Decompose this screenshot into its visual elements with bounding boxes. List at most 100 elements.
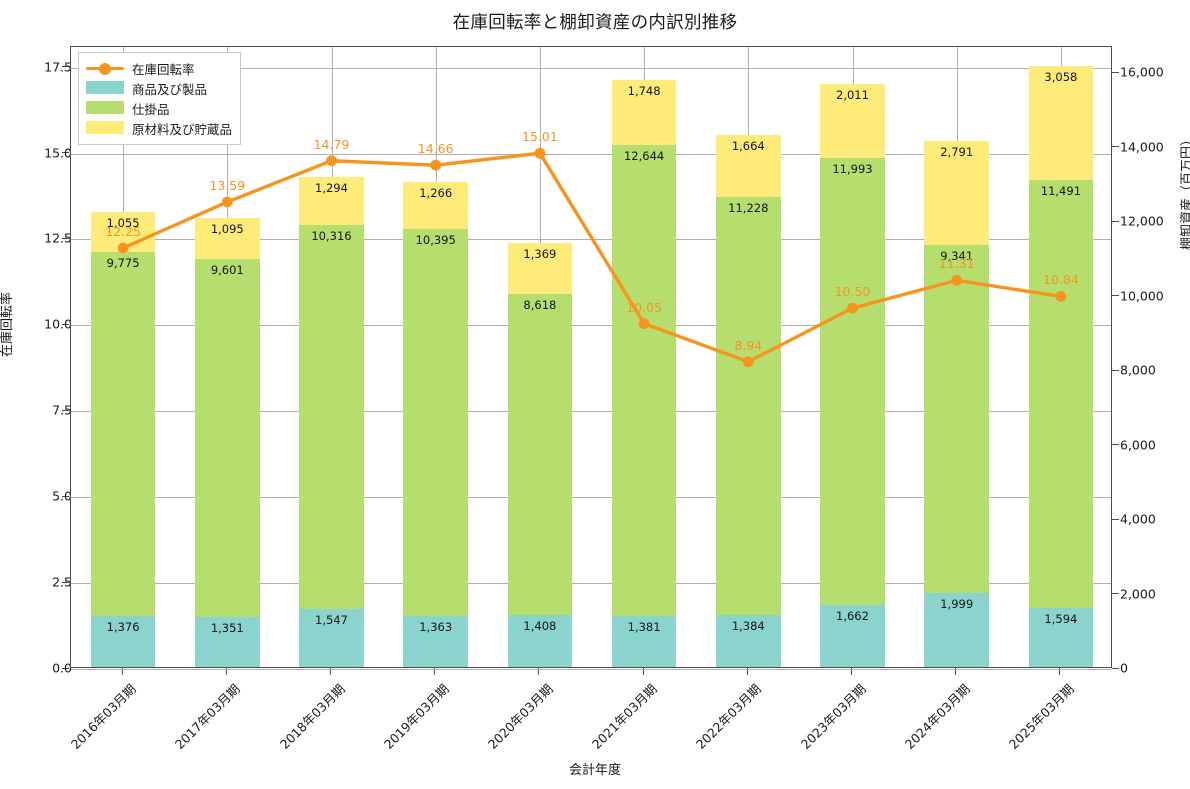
bar-stack[interactable]: 1,547 10,316 1,294	[299, 45, 364, 667]
bar-segment-merchandise-value-label: 1,547	[315, 613, 348, 628]
turnover-data-point[interactable]	[638, 318, 650, 330]
turnover-data-point[interactable]	[534, 147, 546, 159]
x-axis-tick-label: 2016年03月期	[67, 681, 139, 752]
bar-segment-merchandise[interactable]	[715, 615, 781, 667]
turnover-value-label: 13.59	[209, 177, 246, 193]
y-axis-left-tick	[62, 581, 69, 583]
x-axis-tick	[121, 668, 123, 675]
bar-segment-raw-materials[interactable]	[924, 140, 989, 245]
turnover-data-point[interactable]	[430, 159, 442, 171]
bar-segment-merchandise[interactable]	[90, 615, 156, 667]
y-axis-right-tick	[1112, 593, 1119, 595]
x-axis-tick	[955, 668, 957, 675]
bar-segment-raw-materials[interactable]	[194, 218, 260, 260]
bar-stack[interactable]: 1,408 8,618 1,369	[507, 45, 573, 667]
bar-segment-raw-materials[interactable]	[299, 176, 364, 226]
bar-segment-merchandise[interactable]	[924, 592, 989, 667]
y-axis-left-tick-label: 0.0	[52, 660, 72, 676]
bar-segment-raw-materials[interactable]	[403, 181, 468, 230]
turnover-data-point[interactable]	[221, 196, 233, 208]
bar-segment-work-in-process[interactable]	[403, 229, 468, 617]
bar-segment-work-in-process-value-label: 9,775	[106, 255, 140, 270]
y-axis-right-tick-label: 6,000	[1120, 437, 1156, 453]
y-axis-right-tick	[1112, 220, 1119, 222]
bar-segment-raw-materials-value-label: 3,058	[1044, 69, 1078, 84]
turnover-value-label: 14.66	[417, 141, 454, 157]
legend-item-label: 在庫回転率	[132, 61, 195, 77]
x-axis-label: 会計年度	[568, 763, 621, 778]
bar-segment-raw-materials[interactable]	[1028, 65, 1094, 180]
bar-segment-raw-materials[interactable]	[611, 79, 677, 145]
legend-color-swatch	[86, 81, 124, 94]
y-axis-left-tick-label: 17.5	[44, 59, 72, 75]
y-axis-right-tick	[1112, 295, 1119, 297]
legend-item[interactable]: 仕掛品	[86, 98, 232, 118]
legend-item[interactable]: 原材料及び貯蔵品	[86, 118, 232, 138]
legend-line-icon	[86, 61, 124, 75]
turnover-value-label: 15.01	[521, 129, 558, 145]
bar-segment-work-in-process[interactable]	[194, 259, 260, 617]
turnover-data-point[interactable]	[847, 302, 858, 314]
bar-segment-raw-materials-value-label: 1,748	[627, 83, 661, 98]
bar-segment-raw-materials-value-label: 1,664	[731, 139, 765, 154]
y-axis-right-tick-label: 12,000	[1120, 213, 1164, 229]
bar-segment-work-in-process-value-label: 12,644	[623, 148, 665, 163]
bar-segment-work-in-process[interactable]	[820, 158, 885, 606]
bar-segment-merchandise-value-label: 1,384	[731, 619, 765, 634]
bar-stack[interactable]: 1,662 11,993 2,011	[820, 45, 885, 667]
y-axis-left-tick	[62, 66, 69, 68]
bar-stack[interactable]: 1,999 9,341 2,791	[924, 45, 989, 667]
legend-item[interactable]: 在庫回転率	[86, 58, 232, 78]
bar-stack[interactable]: 1,363 10,395 1,266	[403, 45, 468, 667]
bar-segment-merchandise[interactable]	[299, 609, 364, 667]
legend-item[interactable]: 商品及び製品	[86, 78, 232, 98]
bar-segment-raw-materials-value-label: 2,011	[836, 87, 869, 102]
legend-item-label: 原材料及び貯蔵品	[132, 121, 233, 137]
bar-segment-merchandise[interactable]	[820, 605, 885, 667]
x-axis-tick	[746, 668, 748, 675]
bar-segment-work-in-process-value-label: 10,316	[311, 229, 352, 244]
bar-segment-work-in-process[interactable]	[299, 225, 364, 610]
bar-stack[interactable]: 1,384 11,228 1,664	[715, 45, 781, 667]
turnover-data-point[interactable]	[742, 356, 754, 368]
line-value-labels: 12.25 13.59 14.79 14.66 15.01 10.05 8.94 10.50 1…	[71, 47, 1111, 667]
bar-segment-work-in-process[interactable]	[715, 197, 781, 616]
bar-segment-merchandise[interactable]	[403, 616, 468, 667]
turnover-value-label: 8.94	[734, 337, 763, 353]
bar-segment-work-in-process[interactable]	[611, 144, 677, 616]
turnover-data-point[interactable]	[951, 274, 963, 286]
x-axis-tick	[1059, 668, 1061, 675]
bar-segment-raw-materials-value-label: 1,095	[210, 222, 244, 237]
bar-segment-merchandise[interactable]	[1028, 607, 1094, 667]
bar-segment-merchandise-value-label: 1,363	[419, 620, 453, 635]
bar-segment-raw-materials[interactable]	[715, 135, 781, 198]
turnover-data-point[interactable]	[326, 155, 337, 167]
bar-segment-work-in-process[interactable]	[924, 244, 989, 593]
y-axis-right-tick	[1112, 369, 1119, 371]
plot-area: 1,376 9,775 1,055 1,351 9,601 1,095 1,547 10,31…	[70, 45, 1112, 670]
bar-segment-merchandise[interactable]	[507, 614, 573, 667]
bar-stack[interactable]: 1,594 11,491 3,058	[1028, 45, 1094, 667]
bar-segment-work-in-process[interactable]	[507, 293, 573, 615]
y-axis-right-tick-label: 2,000	[1120, 586, 1156, 601]
gridline-horizontal	[71, 669, 1111, 670]
bar-segment-merchandise[interactable]	[611, 615, 677, 667]
turnover-data-point[interactable]	[117, 242, 129, 254]
bar-segment-work-in-process[interactable]	[1028, 179, 1094, 608]
y-axis-right-tick-label: 0	[1120, 660, 1128, 676]
bar-segment-work-in-process-value-label: 11,491	[1040, 183, 1082, 198]
bar-segment-raw-materials[interactable]	[820, 83, 885, 159]
bar-segment-work-in-process[interactable]	[90, 251, 156, 616]
bar-segment-merchandise[interactable]	[194, 616, 260, 667]
bar-stack[interactable]: 1,381 12,644 1,748	[611, 45, 677, 667]
bar-segment-work-in-process-value-label: 9,601	[210, 263, 244, 278]
bar-stack[interactable]: 1,351 9,601 1,095	[194, 45, 260, 667]
turnover-value-label: 10.50	[834, 284, 871, 300]
bar-segment-merchandise-value-label: 1,351	[210, 620, 244, 635]
bar-stack[interactable]: 1,376 9,775 1,055	[90, 45, 156, 667]
bar-segment-raw-materials[interactable]	[507, 242, 573, 294]
bar-segment-merchandise-value-label: 1,381	[627, 619, 661, 634]
x-axis-tick-label: 2024年03月期	[901, 681, 973, 752]
x-axis-tick-label: 2018年03月期	[276, 681, 348, 752]
turnover-data-point[interactable]	[1055, 291, 1067, 302]
